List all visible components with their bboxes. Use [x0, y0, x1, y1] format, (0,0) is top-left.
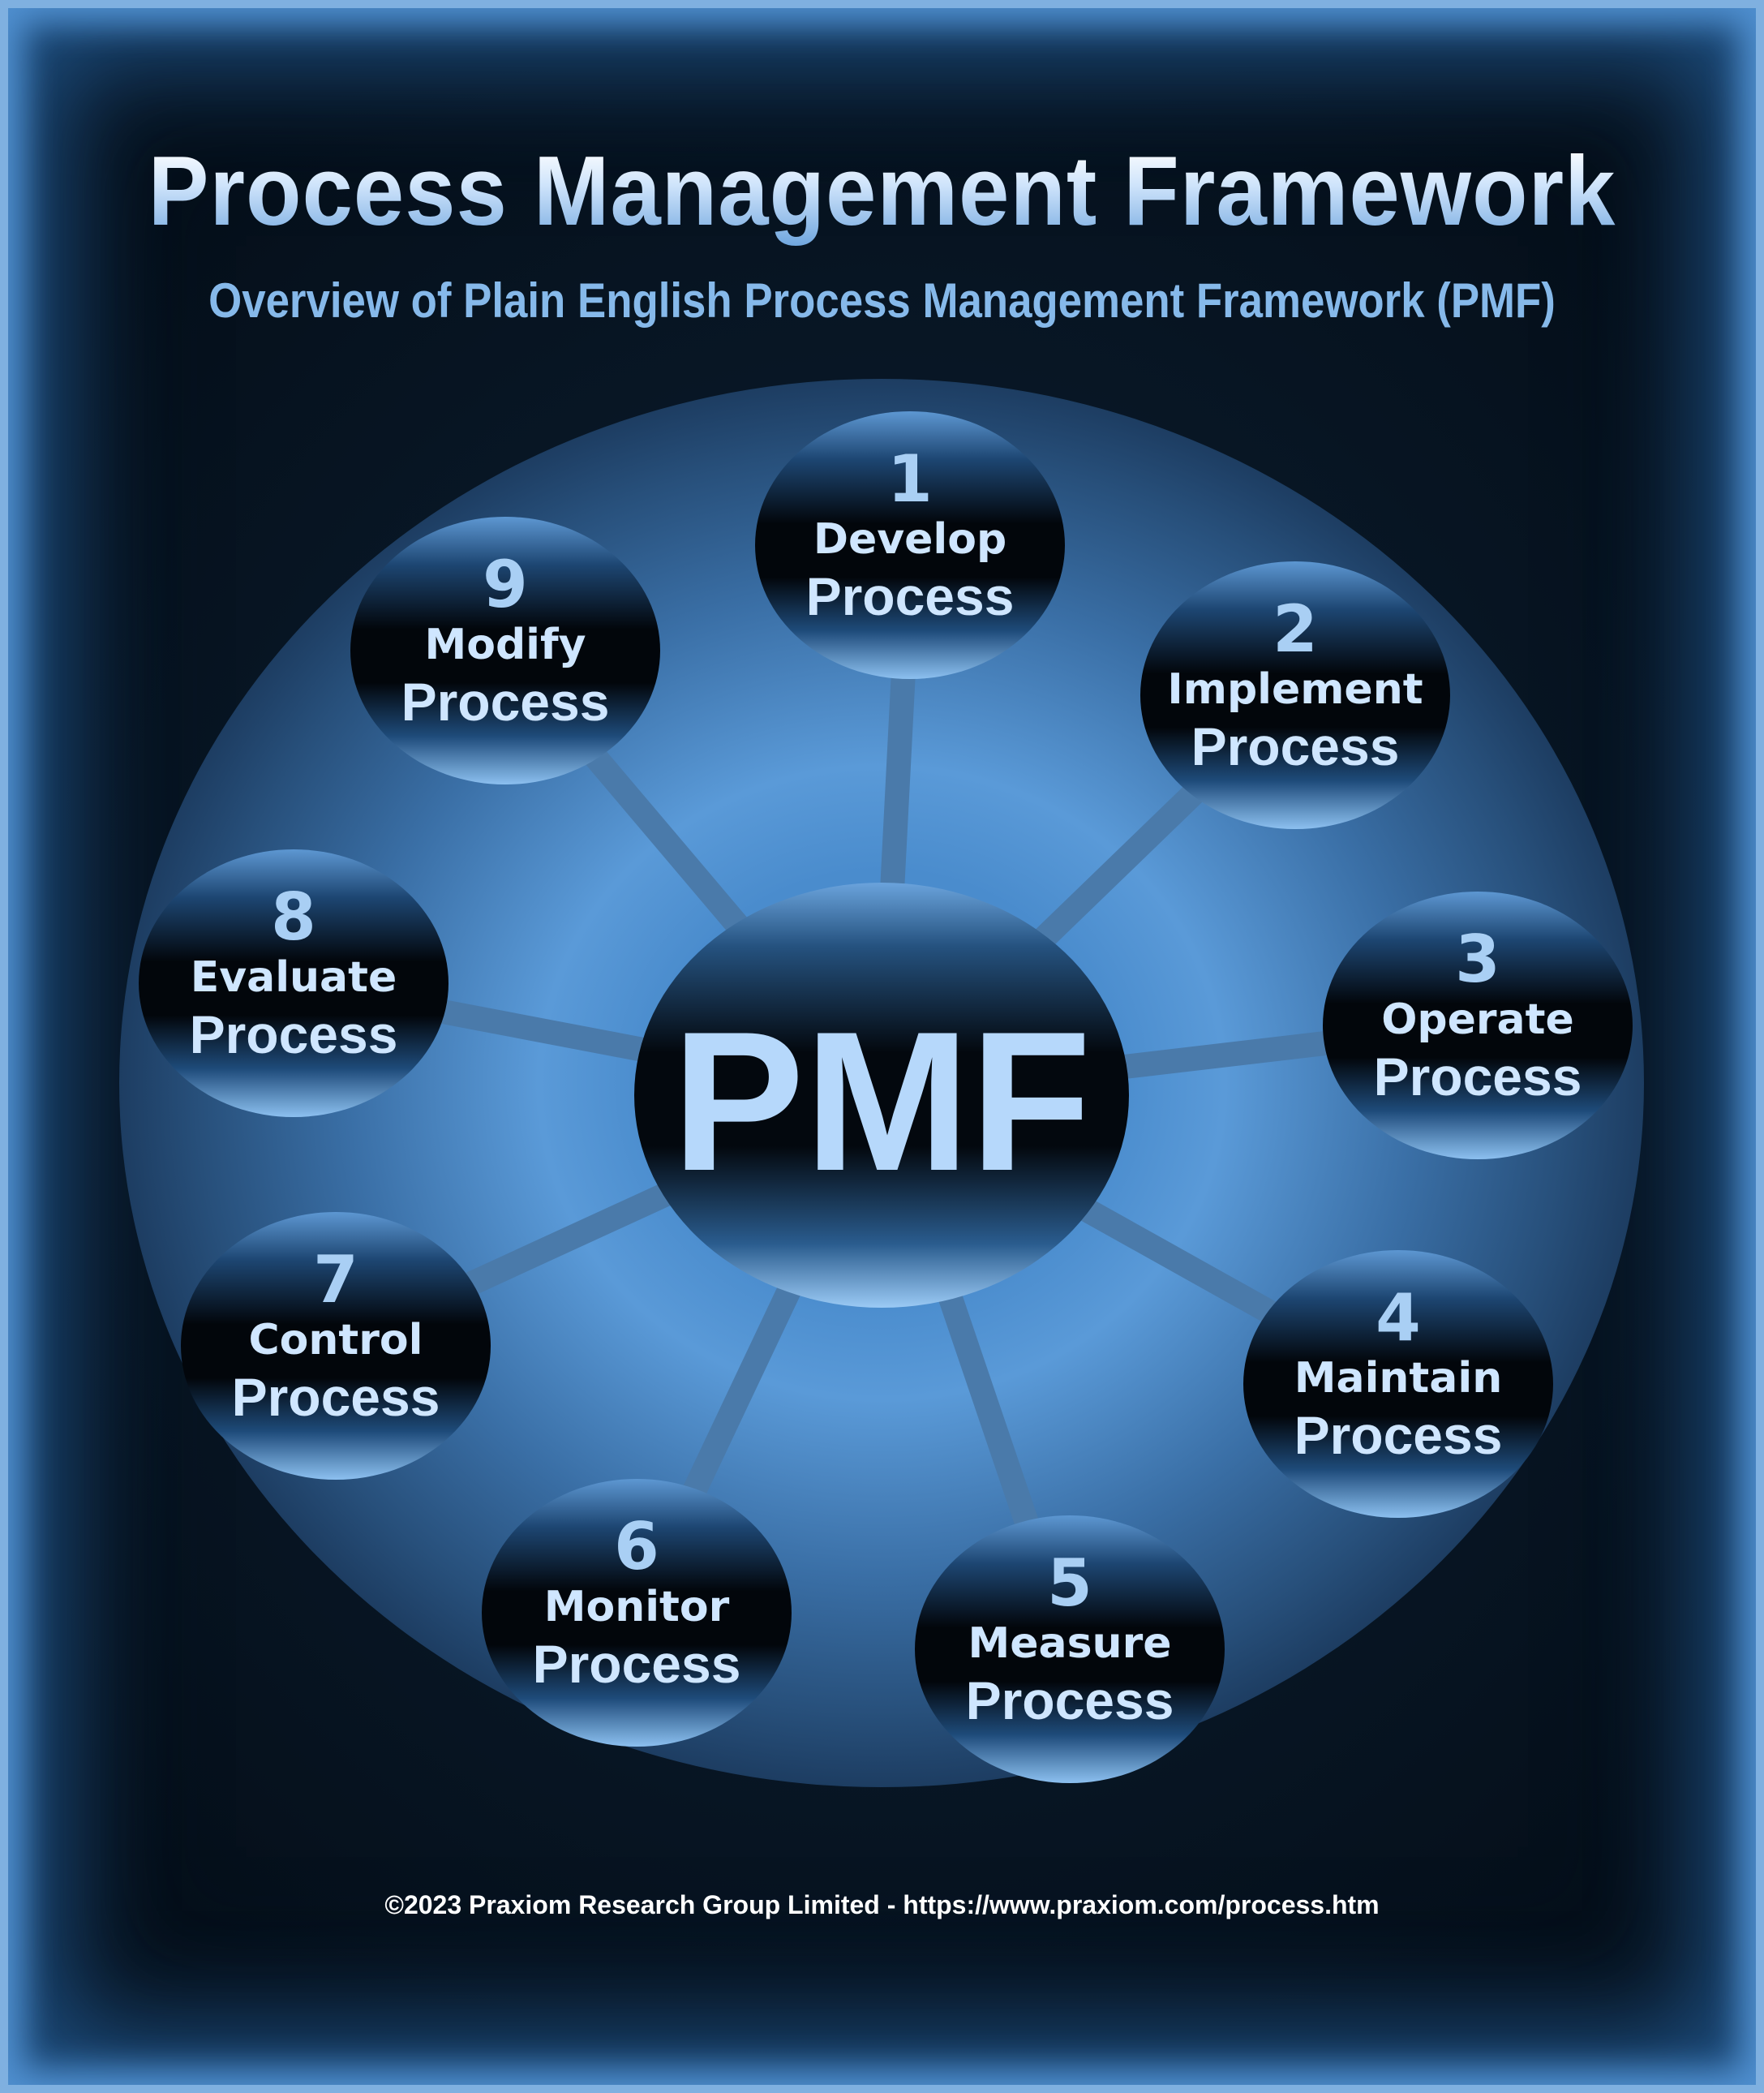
process-node-circle	[1140, 561, 1450, 829]
process-node-label: Maintain	[1294, 1354, 1502, 1403]
process-node-label: Measure	[968, 1619, 1172, 1668]
process-node-circle	[482, 1479, 792, 1747]
process-node-number: 9	[483, 547, 528, 622]
process-node-label: Modify	[424, 621, 586, 669]
process-node-number: 8	[271, 879, 316, 955]
page-subtitle: Overview of Plain English Process Manage…	[208, 273, 1556, 328]
process-node-number: 6	[614, 1509, 659, 1584]
page-title: Process Management Framework	[71, 134, 1693, 247]
copyright-footer: ©2023 Praxiom Research Group Limited - h…	[384, 1890, 1380, 1919]
process-node-number: 3	[1455, 922, 1500, 997]
process-node-sublabel: Process	[401, 672, 610, 732]
process-node-circle	[139, 849, 449, 1117]
center-label: PMF	[672, 990, 1091, 1212]
process-node-number: 2	[1273, 591, 1318, 667]
process-node-circle	[755, 411, 1065, 679]
process-node-circle	[1243, 1250, 1553, 1518]
process-node-number: 1	[887, 441, 933, 517]
process-node-label: Develop	[813, 515, 1006, 564]
process-node-label: Implement	[1167, 665, 1423, 714]
process-node-number: 5	[1047, 1545, 1092, 1621]
process-node-circle	[181, 1212, 491, 1480]
process-node-label: Control	[249, 1316, 423, 1365]
process-node-label: Monitor	[544, 1583, 730, 1631]
process-node-sublabel: Process	[232, 1367, 440, 1427]
process-node-circle	[915, 1515, 1225, 1783]
process-node-sublabel: Process	[966, 1670, 1174, 1730]
process-node-sublabel: Process	[806, 566, 1015, 626]
center-node[interactable]: PMF	[634, 883, 1129, 1308]
process-node-circle	[1323, 892, 1633, 1159]
process-node-sublabel: Process	[1294, 1405, 1503, 1465]
process-node-sublabel: Process	[533, 1634, 741, 1694]
process-node-sublabel: Process	[1191, 716, 1400, 776]
process-node-sublabel: Process	[1374, 1046, 1582, 1107]
process-node-label: Operate	[1381, 995, 1574, 1044]
process-node-number: 4	[1376, 1280, 1421, 1356]
center-circle	[634, 883, 1129, 1308]
process-node-sublabel: Process	[190, 1004, 398, 1064]
process-node-label: Evaluate	[191, 953, 397, 1002]
process-node-circle	[350, 517, 660, 784]
process-node-number: 7	[313, 1242, 358, 1317]
